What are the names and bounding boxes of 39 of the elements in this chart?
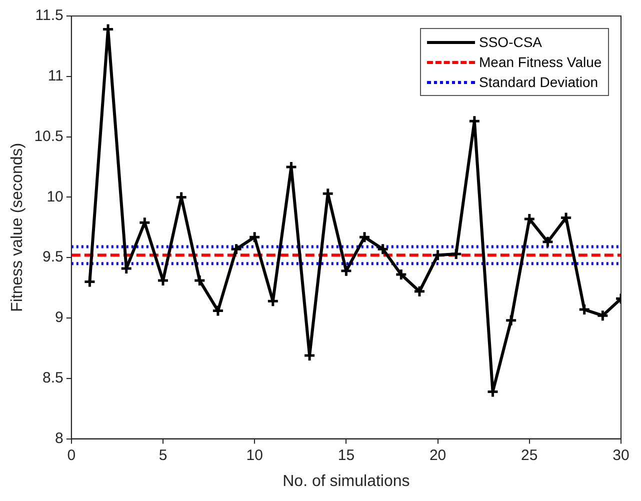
y-tick-label: 11 <box>48 68 64 85</box>
point <box>83 276 96 288</box>
x-tick-label: 20 <box>429 446 446 464</box>
x-tick-label: 5 <box>158 446 168 464</box>
point <box>376 242 390 256</box>
y-tick-label: 9.5 <box>42 248 64 266</box>
x-axis-title: No. of simulations <box>282 472 410 490</box>
point <box>230 242 243 256</box>
point <box>450 248 462 260</box>
x-tick-label: 30 <box>612 446 630 464</box>
y-axis-title: Fitness value (seconds) <box>9 142 26 312</box>
y-tick-label: 8.5 <box>42 370 64 387</box>
legend-label: Mean Fitness Value <box>479 54 602 70</box>
point <box>394 268 408 281</box>
point <box>504 314 518 327</box>
point <box>578 303 591 316</box>
point <box>541 236 554 248</box>
legend-label: Standard Deviation <box>479 74 598 90</box>
point <box>432 248 444 262</box>
legend-label: SSO-CSA <box>479 34 542 50</box>
point <box>358 230 371 244</box>
point <box>248 230 261 244</box>
x-tick-label: 15 <box>338 446 355 464</box>
point <box>596 309 609 322</box>
point <box>340 264 352 278</box>
y-tick-label: 10 <box>46 188 64 206</box>
x-tick-label: 0 <box>67 446 76 464</box>
y-tick-label: 8 <box>55 430 64 447</box>
point <box>212 304 224 317</box>
point <box>523 212 536 226</box>
y-tick-label: 10.5 <box>34 128 64 145</box>
y-tick-label: 9 <box>55 309 64 326</box>
point <box>138 216 151 229</box>
x-tick-label: 25 <box>521 446 538 464</box>
x-tick-label: 10 <box>246 446 263 464</box>
point <box>413 285 426 298</box>
point <box>560 211 572 224</box>
y-tick-label: 11.5 <box>35 7 64 24</box>
point <box>193 274 206 287</box>
